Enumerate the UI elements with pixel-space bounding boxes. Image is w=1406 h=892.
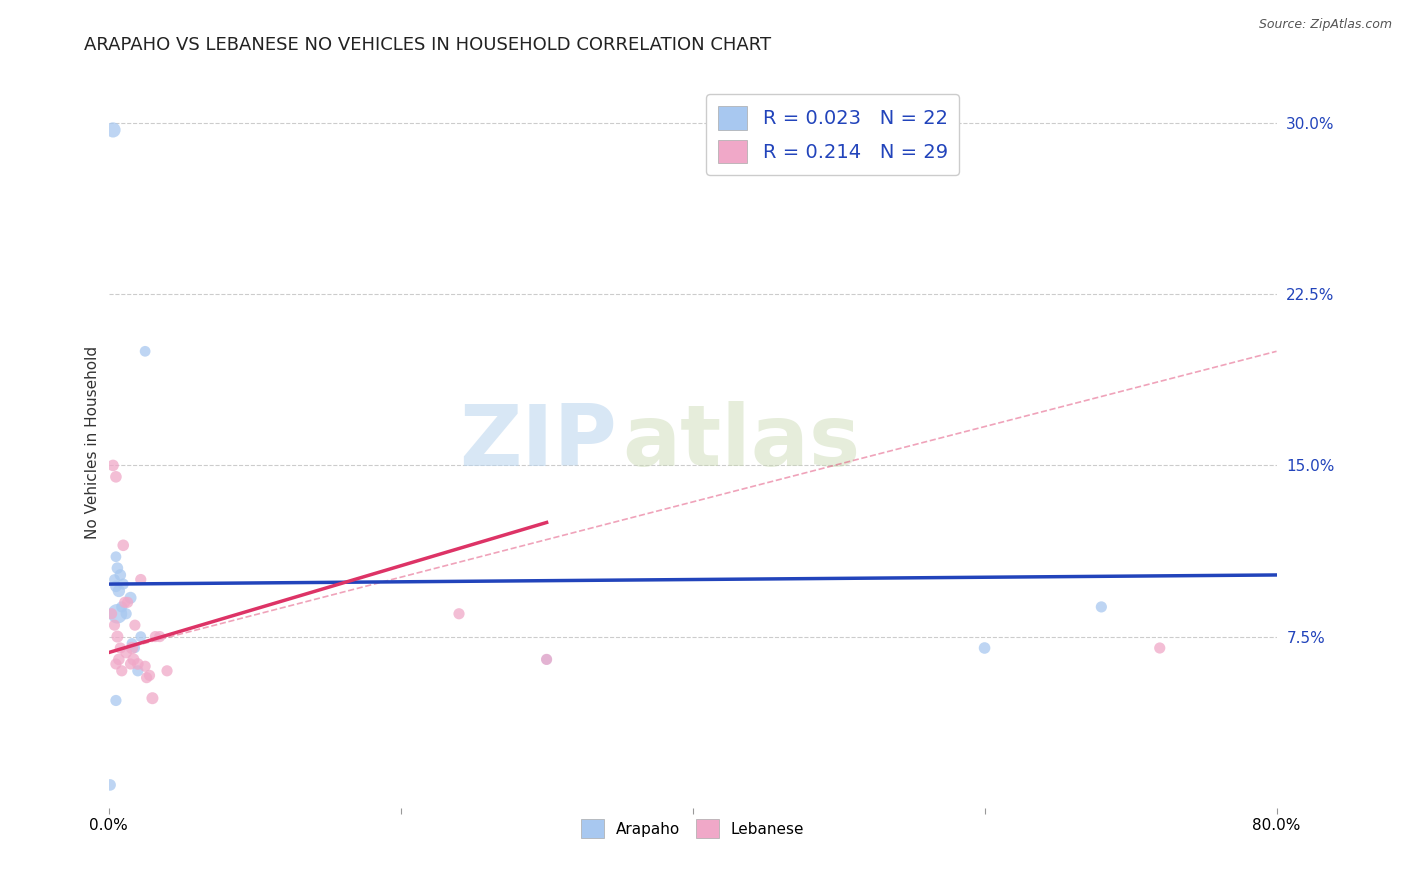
Point: [1149, 640, 1171, 655]
Point: [104, 579, 127, 593]
Text: ARAPAHO VS LEBANESE NO VEHICLES IN HOUSEHOLD CORRELATION CHART: ARAPAHO VS LEBANESE NO VEHICLES IN HOUSE…: [84, 36, 772, 54]
Point: [105, 561, 128, 575]
Point: [105, 607, 128, 621]
Point: [149, 630, 172, 644]
Point: [973, 640, 995, 655]
Point: [100, 607, 122, 621]
Point: [112, 577, 135, 591]
Point: [129, 630, 152, 644]
Point: [108, 652, 131, 666]
Point: [134, 659, 156, 673]
Point: [111, 599, 134, 614]
Point: [1090, 599, 1112, 614]
Point: [110, 568, 132, 582]
Point: [124, 618, 146, 632]
Point: [104, 693, 127, 707]
Text: ZIP: ZIP: [458, 401, 617, 484]
Point: [156, 664, 179, 678]
Point: [120, 591, 142, 605]
Point: [104, 470, 127, 484]
Point: [127, 657, 149, 671]
Y-axis label: No Vehicles in Household: No Vehicles in Household: [86, 346, 100, 539]
Point: [104, 657, 127, 671]
Point: [111, 664, 134, 678]
Point: [135, 671, 157, 685]
Point: [110, 640, 132, 655]
Point: [108, 583, 131, 598]
Point: [105, 630, 128, 644]
Point: [117, 595, 139, 609]
Point: [112, 538, 135, 552]
Point: [121, 636, 143, 650]
Point: [98, 778, 121, 792]
Point: [121, 640, 143, 655]
Point: [447, 607, 470, 621]
Point: [536, 652, 558, 666]
Point: [141, 691, 163, 706]
Point: [536, 652, 558, 666]
Text: Source: ZipAtlas.com: Source: ZipAtlas.com: [1258, 18, 1392, 31]
Point: [134, 344, 156, 359]
Point: [124, 640, 146, 655]
Text: atlas: atlas: [623, 401, 860, 484]
Point: [104, 549, 127, 564]
Point: [122, 652, 145, 666]
Point: [114, 595, 136, 609]
Point: [103, 573, 125, 587]
Point: [127, 664, 149, 678]
Point: [143, 630, 166, 644]
Point: [129, 573, 152, 587]
Point: [101, 123, 124, 137]
Point: [120, 657, 142, 671]
Point: [115, 607, 138, 621]
Legend: Arapaho, Lebanese: Arapaho, Lebanese: [575, 814, 810, 844]
Point: [115, 646, 138, 660]
Point: [101, 458, 124, 473]
Point: [138, 668, 160, 682]
Point: [103, 618, 125, 632]
